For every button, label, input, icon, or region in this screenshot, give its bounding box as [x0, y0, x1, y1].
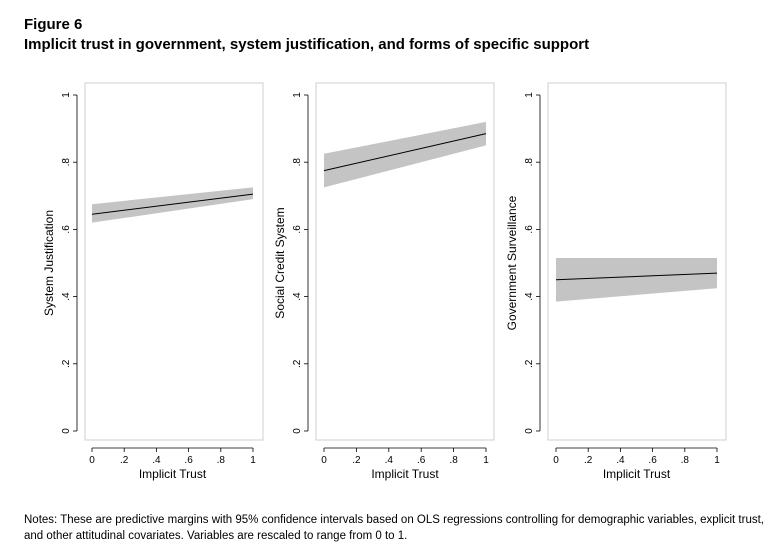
y-tick-label: .8 — [292, 158, 303, 167]
y-tick-label: .6 — [292, 225, 303, 234]
x-tick-label: .8 — [681, 455, 690, 466]
x-tick-label: .6 — [184, 455, 193, 466]
x-tick-label: .6 — [648, 455, 657, 466]
y-axis-title: Government Surveillance — [505, 195, 519, 330]
confidence-band — [324, 121, 486, 188]
y-axis-title: System Justification — [42, 210, 56, 316]
plot-frame — [84, 82, 264, 441]
y-tick-label: 1 — [292, 92, 303, 98]
plot-frame — [547, 82, 727, 441]
x-tick-label: 0 — [89, 455, 95, 466]
x-tick-label: .6 — [417, 455, 426, 466]
prediction-line — [323, 133, 487, 172]
confidence-band — [92, 187, 253, 223]
y-tick-label: .2 — [292, 359, 303, 368]
x-tick-label: 1 — [483, 455, 489, 466]
plot-frame — [315, 82, 495, 441]
y-tick-label: 0 — [524, 428, 535, 434]
y-tick-label: .6 — [61, 225, 72, 234]
x-tick-label: 1 — [250, 455, 256, 466]
x-tick-label: .2 — [584, 455, 593, 466]
x-tick-label: .2 — [352, 455, 361, 466]
y-tick-label: .8 — [524, 158, 535, 167]
y-tick-label: .4 — [292, 292, 303, 301]
x-tick-label: .4 — [616, 455, 625, 466]
chart-panel-2: 0 .2 .4 .6 .8 1 0 .2 .4 .6 .8 1 Implicit Trust Social… — [273, 82, 495, 481]
figure-notes: Notes: These are predictive margins with… — [24, 514, 764, 542]
y-tick-label: .2 — [524, 359, 535, 368]
prediction-line — [91, 193, 254, 215]
x-tick-label: .4 — [385, 455, 394, 466]
y-tick-label: 1 — [61, 92, 72, 98]
x-tick-label: 1 — [714, 455, 720, 466]
x-tick-label: .8 — [217, 455, 226, 466]
charts-container: 0 .2 .4 .6 .8 1 0 .2 .4 .6 .8 1 Implicit Trust System… — [42, 82, 727, 481]
x-axis-title: Implicit Trust — [371, 467, 439, 481]
x-tick-label: .8 — [449, 455, 458, 466]
confidence-band — [556, 257, 717, 302]
chart-panel-1: 0 .2 .4 .6 .8 1 0 .2 .4 .6 .8 1 Implicit Trust System… — [42, 82, 264, 481]
y-tick-label: .2 — [61, 359, 72, 368]
prediction-line — [555, 272, 718, 281]
chart-panel-3: 0 .2 .4 .6 .8 1 0 .2 .4 .6 .8 1 Implicit Trust Govern… — [505, 82, 727, 481]
y-tick-label: .4 — [61, 292, 72, 301]
y-tick-label: 1 — [524, 92, 535, 98]
y-tick-label: .6 — [524, 225, 535, 234]
x-axis-title: Implicit Trust — [139, 467, 207, 481]
figure-label: Figure 6 — [24, 16, 83, 33]
x-tick-label: .2 — [120, 455, 129, 466]
y-tick-label: 0 — [61, 428, 72, 434]
x-tick-label: 0 — [553, 455, 559, 466]
figure-title: Implicit trust in government, system jus… — [24, 36, 590, 53]
x-axis-title: Implicit Trust — [603, 467, 671, 481]
y-tick-label: 0 — [292, 428, 303, 434]
x-tick-label: .4 — [152, 455, 161, 466]
x-tick-label: 0 — [321, 455, 327, 466]
y-tick-label: .8 — [61, 158, 72, 167]
y-tick-label: .4 — [524, 292, 535, 301]
y-axis-title: Social Credit System — [273, 207, 287, 318]
